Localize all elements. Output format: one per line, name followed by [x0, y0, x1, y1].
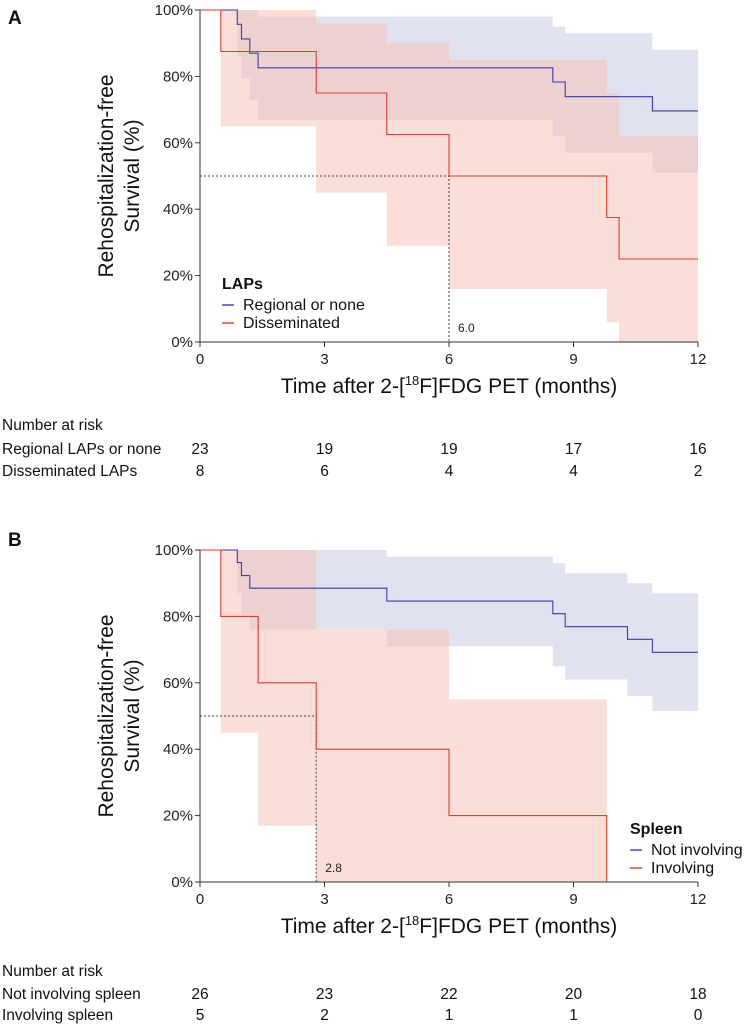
risk-count: 1: [569, 1007, 578, 1024]
median-label: 6.0: [458, 321, 475, 335]
y-tick-label: 40%: [163, 741, 193, 758]
survival-curve-blue: [200, 9, 698, 112]
x-tick-label: 0: [196, 351, 204, 368]
x-tick-label: 9: [569, 891, 577, 908]
legend-entry: Disseminated: [243, 315, 340, 332]
risk-count: 20: [565, 986, 583, 1003]
y-tick-label: 0%: [171, 334, 193, 351]
survival-curve-red: [200, 549, 608, 882]
y-tick-label: 80%: [163, 68, 193, 85]
panel-a: A 6.0 0% 20% 40% 60% 80% 100% 0 3 6 9 12 Rehospitaliz…: [2, 2, 707, 480]
survival-curve-blue: [200, 549, 698, 653]
risk-count: 1: [445, 1007, 454, 1024]
risk-count: 23: [191, 441, 208, 458]
risk-table: Number at risk Regional LAPs or none 23 19 1…: [2, 417, 707, 480]
survival-curve-red: [200, 9, 698, 260]
risk-count: 22: [440, 986, 457, 1003]
y-tick-label: 20%: [163, 808, 193, 825]
risk-count: 26: [191, 986, 208, 1003]
y-tick-label: 40%: [163, 201, 193, 218]
risk-count: 2: [694, 463, 703, 480]
y-tick-label: 80%: [163, 608, 193, 625]
x-tick-label: 9: [569, 351, 577, 368]
legend-entry: Not involving: [651, 842, 743, 859]
panel-label: A: [8, 8, 22, 29]
risk-table-title: Number at risk: [2, 417, 103, 434]
x-tick-label: 0: [196, 891, 204, 908]
risk-count: 16: [689, 441, 706, 458]
risk-table-title: Number at risk: [2, 963, 103, 980]
risk-count: 4: [569, 463, 578, 480]
panel-b: B2.80%20%40%60%80%100%0 3 6 9 12Rehospitaliz…: [2, 530, 743, 1024]
confidence-band-red: [200, 550, 607, 882]
y-axis-label: Rehospitalization-free Survival (%): [95, 74, 144, 277]
risk-count: 19: [316, 441, 333, 458]
legend-entry: Regional or none: [243, 297, 365, 314]
risk-count: 8: [196, 463, 205, 480]
risk-count: 23: [316, 986, 333, 1003]
x-tick-label: 3: [320, 351, 328, 368]
risk-count: 4: [445, 463, 454, 480]
risk-row-label: Involving spleen: [2, 1007, 113, 1024]
legend-title: Spleen: [630, 821, 682, 838]
legend-title: LAPs: [222, 276, 263, 293]
risk-row-label: Disseminated LAPs: [2, 463, 138, 480]
x-tick-label: 3: [320, 891, 328, 908]
risk-count: 18: [689, 986, 706, 1003]
y-tick-label: 60%: [163, 135, 193, 152]
x-axis-label: Time after 2-[18F]FDG PET (months): [281, 913, 618, 938]
risk-count: 2: [320, 1007, 329, 1024]
risk-count: 0: [694, 1007, 703, 1024]
panel-label: B: [8, 530, 22, 551]
y-tick-label: 0%: [171, 874, 193, 891]
x-tick-label: 6: [445, 891, 453, 908]
x-axis-label: Time after 2-[18F]FDG PET (months): [281, 373, 618, 398]
risk-count: 19: [440, 441, 457, 458]
x-tick-label: 12: [690, 351, 707, 368]
y-tick-label: 20%: [163, 268, 193, 285]
x-tick-label: 12: [690, 891, 707, 908]
legend-entry: Involving: [651, 860, 714, 877]
risk-row-label: Regional LAPs or none: [2, 441, 161, 458]
risk-count: 5: [196, 1007, 205, 1024]
y-tick-label: 100%: [155, 2, 193, 19]
risk-row-label: Not involving spleen: [2, 986, 141, 1003]
y-tick-label: 100%: [155, 542, 193, 559]
risk-count: 6: [320, 463, 329, 480]
y-tick-label: 60%: [163, 675, 193, 692]
x-tick-label: 6: [445, 351, 453, 368]
y-axis-label: Rehospitalization-free Survival (%): [95, 614, 144, 817]
risk-count: 17: [565, 441, 582, 458]
median-label: 2.8: [325, 861, 342, 875]
